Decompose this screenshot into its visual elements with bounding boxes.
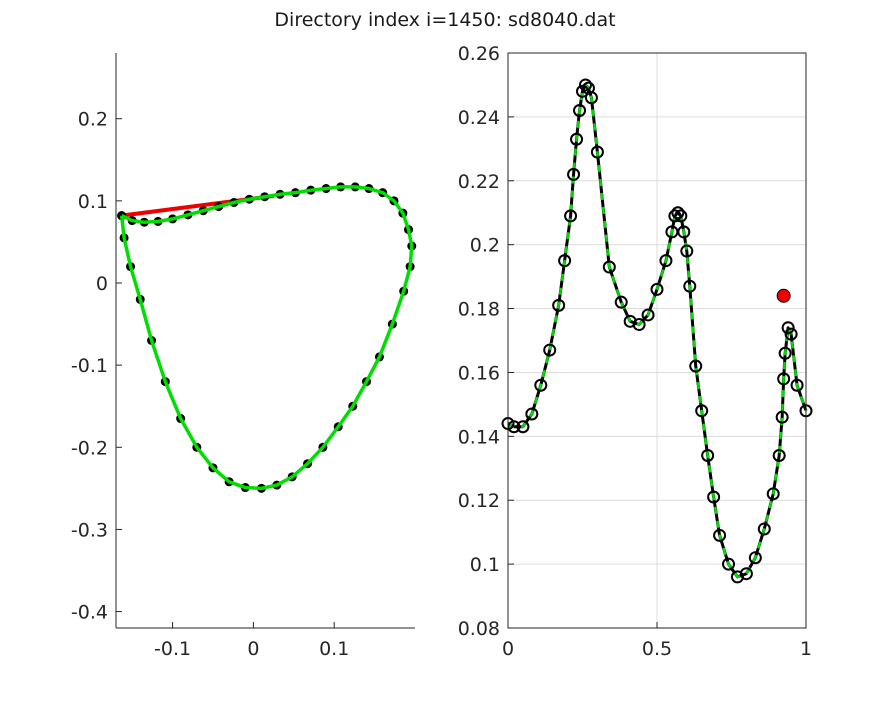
right-ytick-label: 0.2 xyxy=(470,235,500,257)
left-ytick-label: -0.3 xyxy=(71,519,108,541)
airfoil-fit-curve xyxy=(119,185,414,491)
right-ytick-label: 0.14 xyxy=(458,426,500,448)
figure-title: Directory index i=1450: sd8040.dat xyxy=(274,9,615,31)
distribution-marker xyxy=(516,420,530,434)
distribution-dash-curve xyxy=(507,82,808,579)
left-ytick-label: -0.2 xyxy=(71,437,108,459)
left-ytick-label: 0.2 xyxy=(78,109,108,131)
left-ytick-label: 0.1 xyxy=(78,191,108,213)
left-xtick-label: -0.1 xyxy=(154,638,191,660)
distribution-marker xyxy=(558,254,572,268)
right-xtick-label: 1 xyxy=(800,638,812,660)
distribution-marker xyxy=(777,372,791,386)
right-tick-labels: 0.26 0.24 0.22 0.2 0.18 0.16 0.14 0.12 0.1 0.080 0… xyxy=(458,43,812,660)
distribution-marker xyxy=(543,343,557,357)
left-ytick-label: 0 xyxy=(96,273,108,295)
distribution-marker xyxy=(722,557,736,571)
distribution-marker xyxy=(590,145,604,159)
distribution-marker xyxy=(677,225,691,239)
distribution-marker xyxy=(680,244,694,258)
left-xtick-label: 0 xyxy=(247,638,259,660)
right-axes-box xyxy=(507,52,807,629)
distribution-marker xyxy=(668,209,682,223)
distribution-marker xyxy=(534,378,548,392)
distribution-marker xyxy=(671,206,685,220)
distribution-marker xyxy=(701,449,715,462)
right-xtick-label: 0.5 xyxy=(642,638,672,660)
distribution-marker xyxy=(614,295,628,309)
distribution-marker xyxy=(739,567,753,581)
distribution-marker xyxy=(790,378,804,392)
right-axes xyxy=(507,52,807,629)
left-axes xyxy=(115,53,415,629)
right-ytick-label: 0.24 xyxy=(458,107,500,129)
left-plot-panel: 0.2 0.1 0 -0.1 -0.2 -0.3 -0.4 -0.1 0 0.1 xyxy=(71,53,417,660)
distribution-marker xyxy=(766,487,780,501)
distribution-marker xyxy=(650,282,664,296)
right-ytick-label: 0.18 xyxy=(458,299,500,321)
distribution-marker xyxy=(552,298,566,312)
right-ytick-label: 0.26 xyxy=(458,43,500,65)
distribution-marker xyxy=(573,104,587,117)
right-ytick-label: 0.22 xyxy=(458,171,500,193)
distribution-marker xyxy=(578,78,592,92)
left-tick-labels: 0.2 0.1 0 -0.1 -0.2 -0.3 -0.4 -0.1 0 0.1 xyxy=(71,109,349,660)
distribution-marker xyxy=(584,91,598,105)
distribution-marker xyxy=(778,346,792,360)
distribution-marker xyxy=(683,279,697,293)
right-plot-marks xyxy=(501,78,813,584)
distribution-marker xyxy=(757,522,771,536)
right-ytick-label: 0.12 xyxy=(458,490,500,512)
distribution-marker xyxy=(632,318,646,332)
left-xtick-label: 0.1 xyxy=(319,638,349,660)
right-xtick-label: 0 xyxy=(502,638,514,660)
distribution-marker xyxy=(689,359,703,373)
distribution-marker xyxy=(707,490,721,504)
distribution-marker xyxy=(641,308,655,322)
highlight-point xyxy=(776,288,791,303)
distribution-marker xyxy=(748,551,762,565)
distribution-marker xyxy=(775,410,789,424)
right-plot-panel: 0.26 0.24 0.22 0.2 0.18 0.16 0.14 0.12 0.1 0.080 0… xyxy=(458,43,813,660)
distribution-marker xyxy=(781,321,795,335)
left-ytick-label: -0.4 xyxy=(71,602,108,624)
distribution-marker xyxy=(674,209,688,223)
distribution-marker xyxy=(570,132,584,146)
distribution-marker xyxy=(713,528,727,542)
distribution-marker xyxy=(784,327,798,341)
left-plot-marks xyxy=(117,182,417,493)
distribution-marker xyxy=(772,449,786,462)
distribution-marker xyxy=(525,407,539,421)
distribution-marker xyxy=(567,167,581,181)
distribution-marker xyxy=(695,404,709,418)
distribution-marker xyxy=(659,254,673,268)
distribution-marker xyxy=(602,260,616,274)
right-ytick-label: 0.16 xyxy=(458,362,500,384)
distribution-marker xyxy=(564,209,578,223)
right-ytick-label: 0.08 xyxy=(458,618,500,640)
right-ytick-label: 0.1 xyxy=(470,554,500,576)
left-ytick-label: -0.1 xyxy=(71,355,108,377)
